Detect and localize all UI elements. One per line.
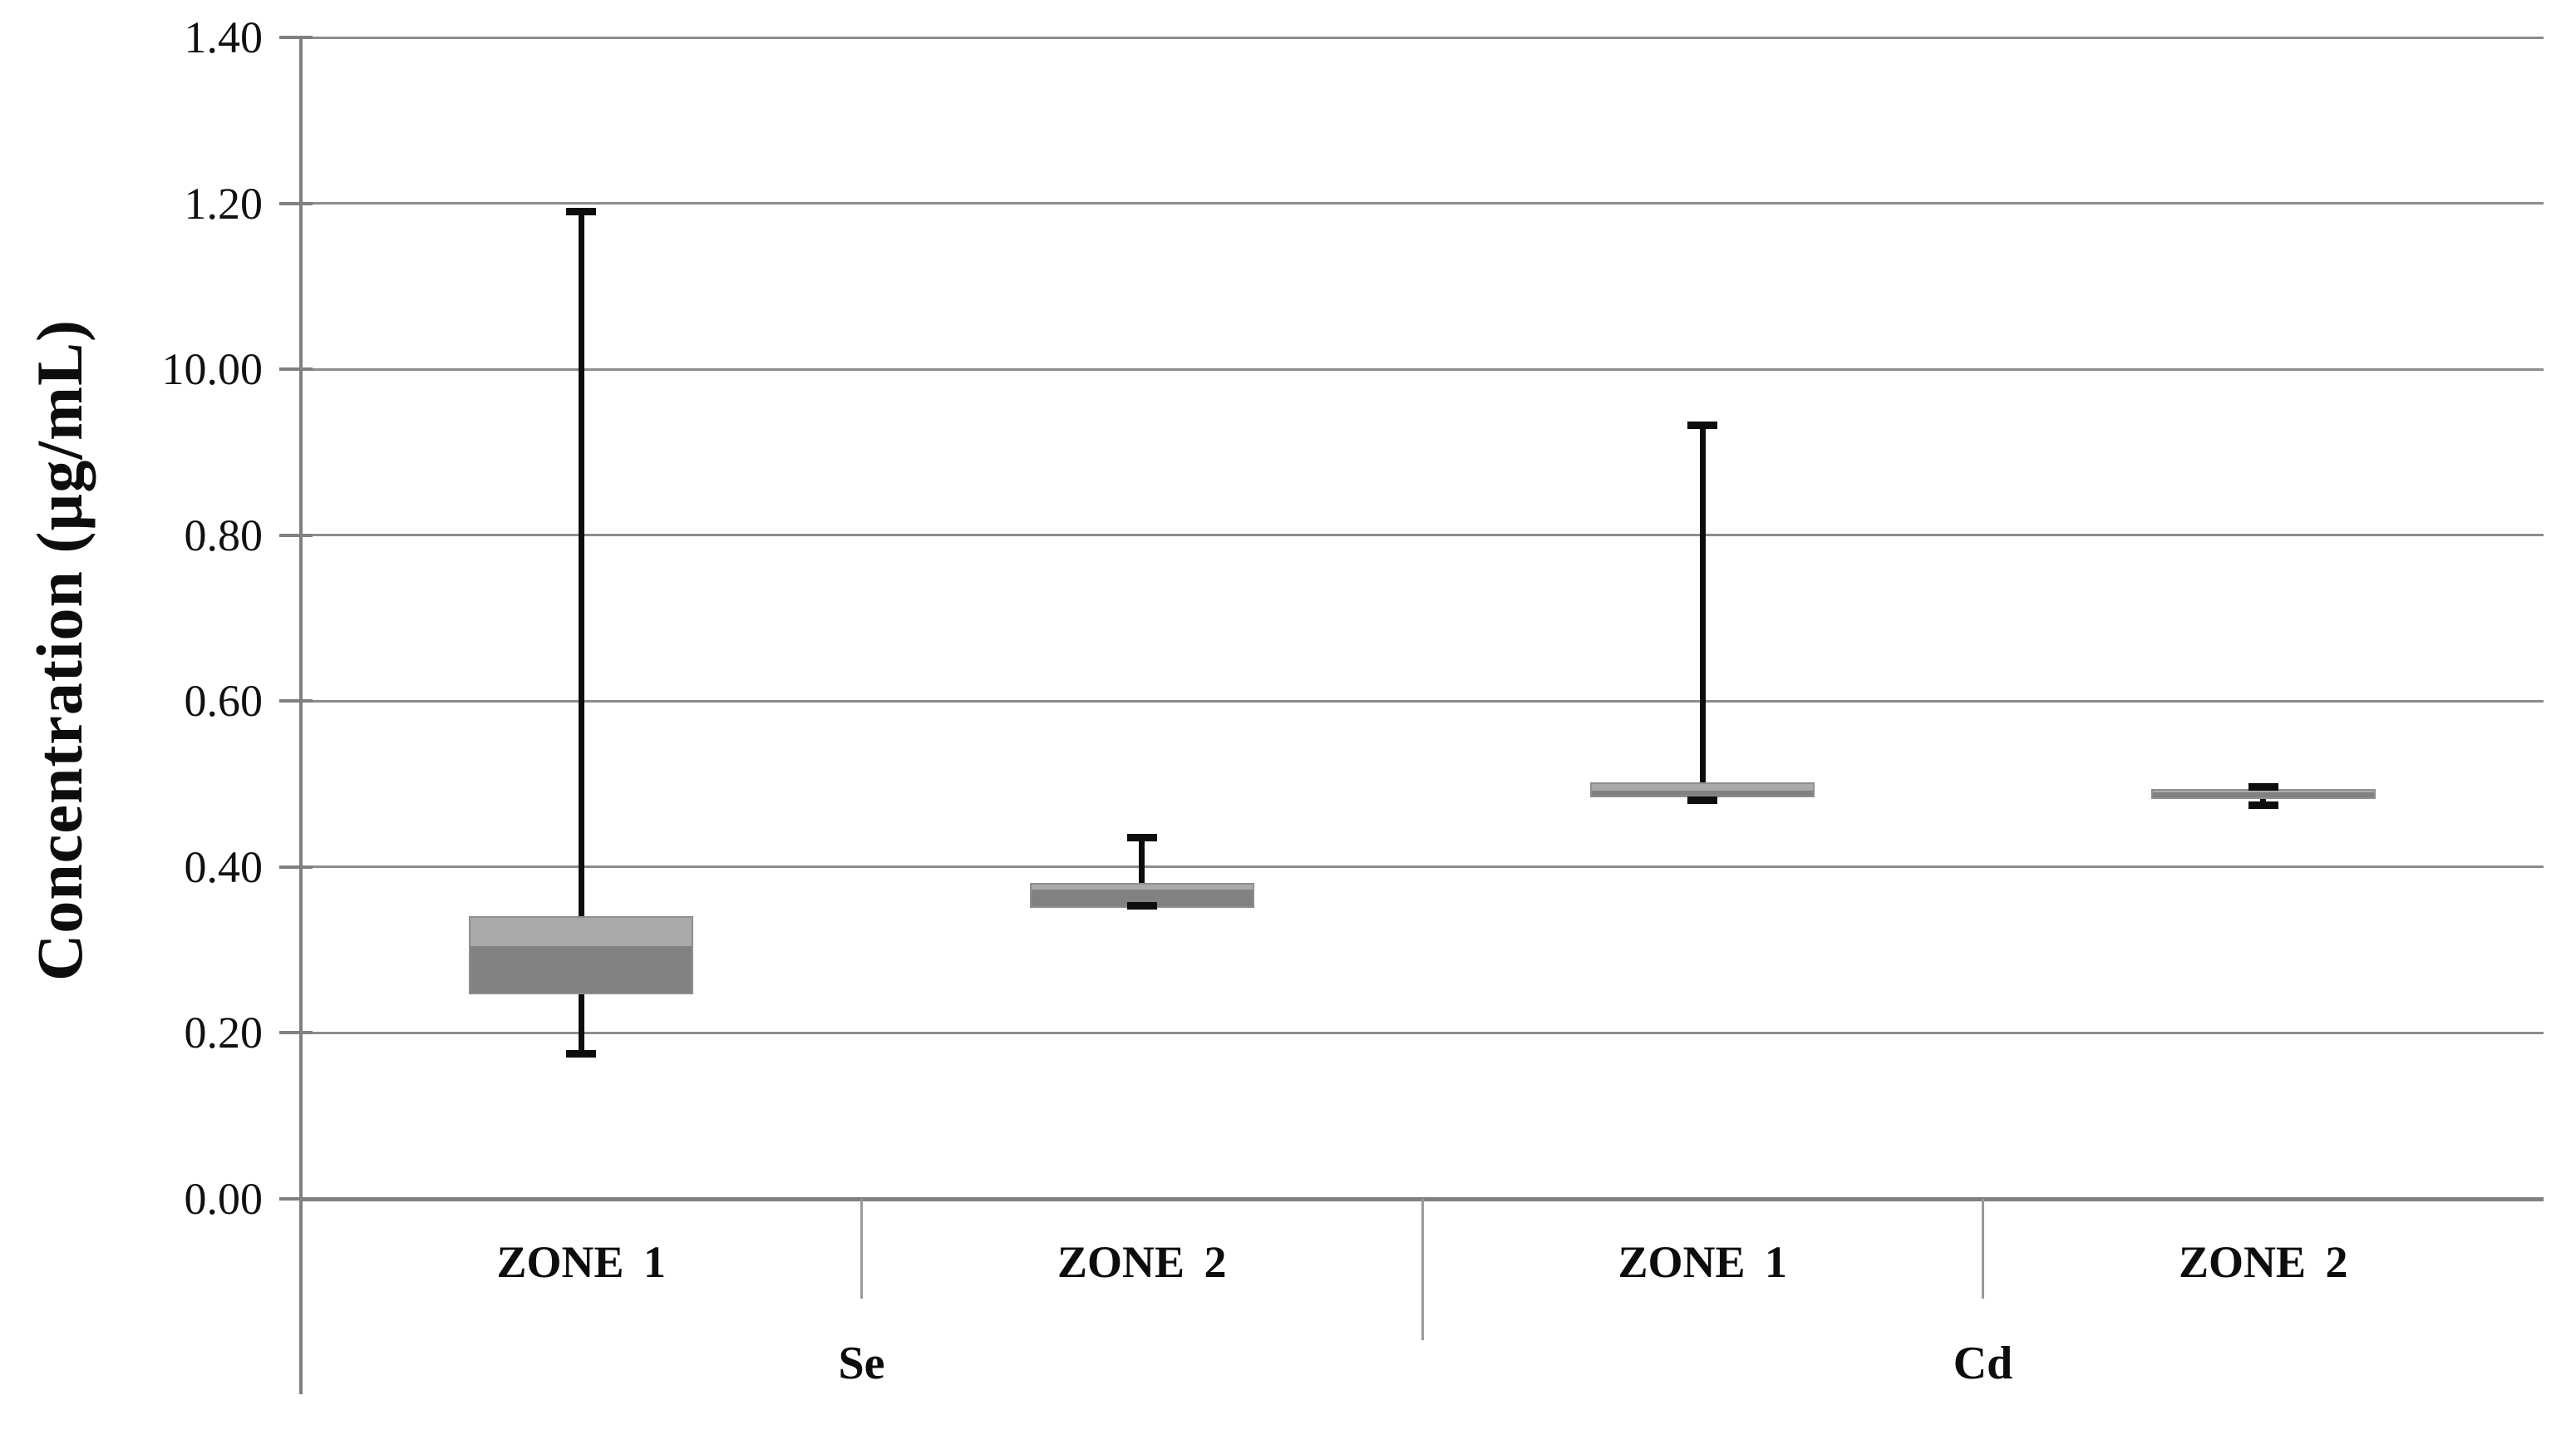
box — [2150, 789, 2376, 800]
y-tick-label: 0.20 — [184, 1008, 264, 1058]
zone-label: ZONE 2 — [2178, 1237, 2348, 1287]
zone-label: ZONE 1 — [1618, 1237, 1788, 1287]
y-tick-mark — [279, 699, 313, 703]
upper-whisker-stem — [578, 211, 584, 916]
gridline — [301, 36, 2544, 39]
box-upper-quartile — [470, 917, 692, 949]
upper-whisker-stem — [1699, 425, 1706, 783]
upper-whisker-cap — [1687, 422, 1718, 430]
upper-whisker-cap — [566, 208, 597, 216]
lower-whisker-cap — [566, 1049, 597, 1058]
y-tick-label: 1.40 — [184, 12, 264, 62]
box — [469, 915, 694, 994]
box-upper-quartile — [1031, 884, 1253, 893]
gridline — [301, 534, 2544, 537]
lower-whisker-cap — [1687, 796, 1718, 804]
y-tick-mark — [279, 201, 313, 205]
y-tick-label: 0.60 — [184, 676, 264, 727]
gridline — [301, 367, 2544, 371]
box-lower-quartile — [1031, 889, 1253, 906]
box-lower-quartile — [470, 945, 692, 993]
upper-whisker-cap — [1126, 834, 1157, 842]
upper-whisker-stem — [1139, 837, 1145, 883]
y-tick-label: 10.00 — [161, 344, 264, 395]
y-axis-line — [299, 37, 303, 1394]
category-divider — [1982, 1199, 1984, 1299]
y-tick-label: 1.20 — [184, 178, 264, 229]
upper-whisker-cap — [2248, 782, 2278, 791]
y-tick-mark — [279, 533, 313, 537]
group-divider — [1421, 1199, 1424, 1340]
group-label: Cd — [1953, 1338, 2013, 1389]
lower-whisker-stem — [578, 994, 584, 1054]
zone-label: ZONE 2 — [1057, 1237, 1227, 1287]
y-tick-mark — [279, 36, 313, 39]
y-tick-mark — [279, 865, 313, 869]
lower-whisker-cap — [1126, 902, 1157, 910]
gridline — [301, 865, 2544, 869]
box — [1590, 782, 1815, 798]
gridline — [301, 202, 2544, 205]
y-tick-mark — [279, 367, 313, 372]
box-upper-quartile — [1592, 784, 1814, 795]
y-tick-mark — [279, 1197, 313, 1201]
group-label: Se — [838, 1338, 885, 1389]
box-lower-quartile — [1592, 791, 1814, 796]
y-tick-label: 0.40 — [184, 841, 264, 892]
y-tick-label: 0.00 — [184, 1174, 264, 1224]
zone-label: ZONE 1 — [496, 1237, 667, 1287]
box-lower-quartile — [2152, 792, 2374, 798]
category-divider — [860, 1199, 863, 1299]
y-tick-mark — [279, 1031, 313, 1035]
y-tick-label: 0.80 — [184, 510, 264, 560]
lower-whisker-cap — [2248, 801, 2278, 809]
gridline — [301, 699, 2544, 703]
gridline — [301, 1031, 2544, 1034]
